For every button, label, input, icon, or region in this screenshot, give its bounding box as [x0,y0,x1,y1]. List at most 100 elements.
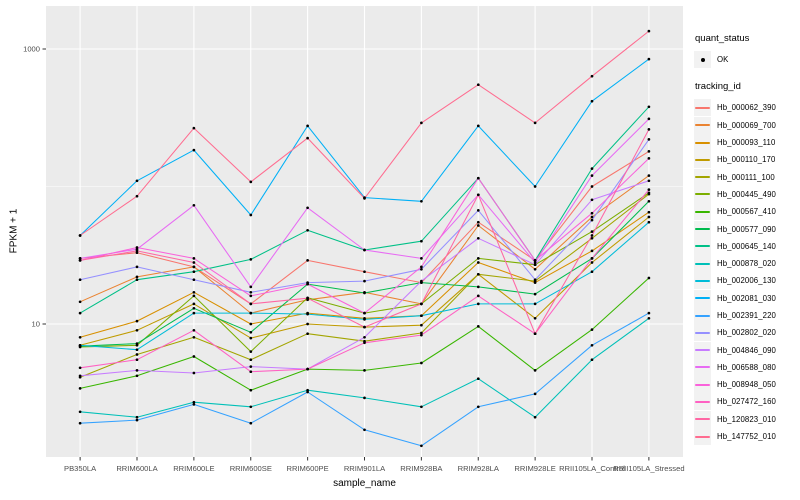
legend-item: Hb_000577_090 [694,220,800,238]
data-point [420,331,423,335]
data-point [476,209,480,212]
legend-key-box [694,376,711,394]
data-point [249,370,253,374]
data-point [135,265,139,269]
data-point [135,353,139,356]
data-point [192,311,196,315]
data-point [78,257,82,260]
data-point [533,185,537,188]
data-point [420,333,423,337]
data-point [533,263,537,267]
data-point [420,444,423,448]
legend-item: Hb_027472_160 [694,393,800,411]
data-point [590,198,594,202]
legend-tracking-items: Hb_000062_390 Hb_000069_700 Hb_000093_110 H… [694,99,800,446]
legend-label: Hb_000567_410 [717,207,776,217]
data-point [647,191,651,195]
legend-label: Hb_002081_030 [717,293,776,303]
legend-label: Hb_000645_140 [717,241,776,251]
legend-key-box [694,289,711,307]
data-point [192,355,196,358]
data-point [306,206,309,210]
data-point [533,121,537,125]
data-point [420,239,423,243]
x-tick-label: PB350LA [64,464,97,473]
y-tick-label: 1000 [23,45,40,54]
data-point [533,267,537,271]
legend-label: Hb_008948_050 [717,380,776,390]
legend-label: OK [717,55,729,65]
data-point [533,316,537,320]
legend-item: Hb_000110_170 [694,151,800,169]
data-point [647,316,651,320]
data-point [306,390,309,394]
data-point [306,322,309,326]
data-point [647,157,651,160]
legend-key-box [694,393,711,411]
data-point [135,342,139,345]
data-point [249,330,253,334]
data-point [647,117,651,121]
data-point [192,203,196,207]
legend-item: Hb_000878_020 [694,255,800,273]
data-point [78,410,82,414]
data-point [590,215,594,219]
legend-key-box [694,185,711,203]
data-point [192,294,196,298]
legend-item: Hb_008948_050 [694,376,800,394]
data-point [363,369,366,372]
data-point [476,325,480,328]
data-point [78,335,82,339]
legend-key-box [694,255,711,273]
legend-label: Hb_000062_390 [717,103,776,113]
data-point [135,275,139,279]
legend-key-box [694,410,711,428]
data-point [420,257,423,260]
data-point [420,121,423,125]
data-point [192,328,196,332]
legend-label: Hb_000110_170 [717,155,776,165]
legend-item: Hb_006588_080 [694,358,800,376]
data-point [647,199,651,203]
data-point [363,325,366,329]
data-point [590,185,594,188]
data-point [363,396,366,400]
data-point [363,248,366,252]
series-color-line-icon [695,193,710,196]
data-point [590,343,594,347]
legend-label: Hb_004846_090 [717,345,776,355]
data-point [192,403,196,406]
data-point [647,57,651,61]
series-color-line-icon [695,331,710,334]
legend-key-box [694,116,711,134]
data-point [647,29,651,33]
data-point [249,311,253,315]
legend-label: Hb_000878_020 [717,259,776,269]
legend-label: Hb_147752_010 [717,432,776,442]
data-point [533,302,537,306]
legend-key-box [694,428,711,446]
data-point [78,278,82,282]
data-point [647,215,651,219]
data-point [647,150,651,153]
data-point [647,311,651,315]
data-point [135,328,139,332]
data-point [249,290,253,294]
data-point [135,369,139,372]
series-color-line-icon [695,383,710,386]
legend-label: Hb_002006_130 [717,276,776,286]
x-tick-label: RRIM600SE [230,464,272,473]
data-point [533,415,537,419]
data-point [192,257,196,260]
data-point [78,374,82,378]
data-point [476,294,480,298]
series-color-line-icon [695,158,710,161]
data-point [78,387,82,390]
data-point [647,105,651,109]
data-point [363,428,366,432]
x-tick-label: RRIM600LE [173,464,214,473]
x-tick-label: RRIM928BA [400,464,443,473]
data-point [192,335,196,339]
data-point [363,279,366,283]
data-point [420,361,423,365]
